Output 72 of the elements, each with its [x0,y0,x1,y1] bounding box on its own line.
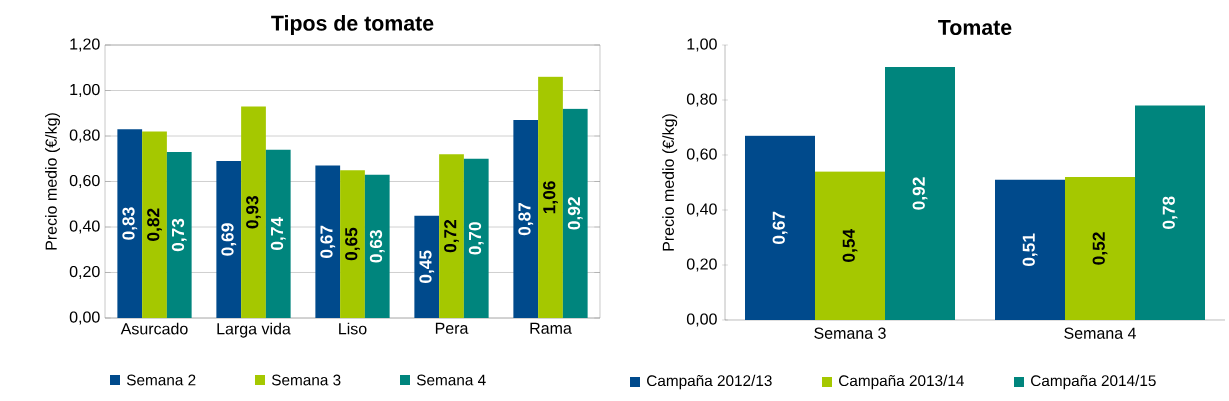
bar [1065,177,1135,320]
bar [439,154,464,318]
bar [538,76,563,318]
bar [885,67,955,320]
y-tick-label: 0,80 [69,129,100,143]
bar [414,215,440,318]
bar [364,174,390,318]
x-tick-label: Pera [435,322,469,334]
y-tick-label: 0,20 [69,265,100,280]
data-label: 0,92 [912,177,928,210]
y-tick-label: 0,40 [69,220,100,234]
legend-label: Semana 4 [416,374,486,386]
bar [340,170,365,318]
data-label: 0,92 [567,197,583,230]
data-label: 0,87 [518,202,534,236]
data-label: 0,65 [345,227,360,261]
chart-title: Tipos de tomate [271,15,434,35]
data-label: 0,67 [320,225,336,258]
legend-label: Campaña 2014/15 [1031,374,1156,390]
legend-label: Semana 3 [271,374,341,386]
y-tick-label: 1,00 [687,38,717,52]
data-label: 1,06 [543,181,558,214]
y-tick-label: 0,80 [686,93,717,107]
data-label: 0,93 [246,195,261,229]
x-tick-label: Semana 4 [1064,327,1136,339]
y-tick-label: 0,20 [686,258,717,272]
legend-label: Semana 2 [126,374,196,386]
bar [562,108,588,318]
bar [1135,105,1205,320]
y-tick-label: 0,60 [69,174,100,189]
legend-label: Campaña 2012/13 [647,374,772,390]
bar [166,151,192,318]
bar [241,106,266,318]
y-tick-label: 0,60 [686,148,717,162]
bar [265,149,291,318]
bar [745,135,815,320]
y-tick-label: 1,20 [70,38,100,52]
bar [513,120,539,318]
data-label: 0,78 [1162,196,1178,229]
chart-title: Tomate [938,20,1012,35]
data-label: 0,72 [444,219,459,253]
data-label: 0,74 [270,217,286,250]
y-tick-label: 0,40 [686,203,717,217]
bar [117,129,143,318]
bar [815,171,885,320]
y-tick-label: 1,00 [70,83,100,98]
data-label: 0,73 [171,218,187,252]
data-label: 0,82 [147,208,162,241]
data-label: 0,54 [842,228,858,262]
x-tick-label: Liso [339,322,367,335]
x-tick-label: Larga vida [217,322,291,338]
x-tick-label: Rama [530,322,572,334]
data-label: 0,63 [369,230,385,263]
bar [142,131,167,318]
x-tick-label: Asurcado [120,322,188,335]
data-label: 0,51 [1022,233,1038,267]
bar [463,158,489,318]
bar [995,179,1065,320]
bar [315,165,341,318]
y-tick-label: 0,00 [69,311,100,325]
data-label: 0,45 [419,250,435,283]
data-label: 0,83 [122,207,138,240]
y-tick-label: 0,00 [686,313,717,327]
data-label: 0,70 [468,222,484,255]
x-tick-label: Semana 3 [814,327,886,339]
y-axis-title: Precio medio (€/kg) [662,114,678,251]
bar [216,161,242,318]
y-axis-title: Precio medio (€/kg) [45,113,60,250]
data-label: 0,52 [1092,232,1108,265]
legend-label: Campaña 2013/14 [839,374,964,390]
data-label: 0,67 [772,211,788,245]
data-label: 0,69 [221,223,237,256]
